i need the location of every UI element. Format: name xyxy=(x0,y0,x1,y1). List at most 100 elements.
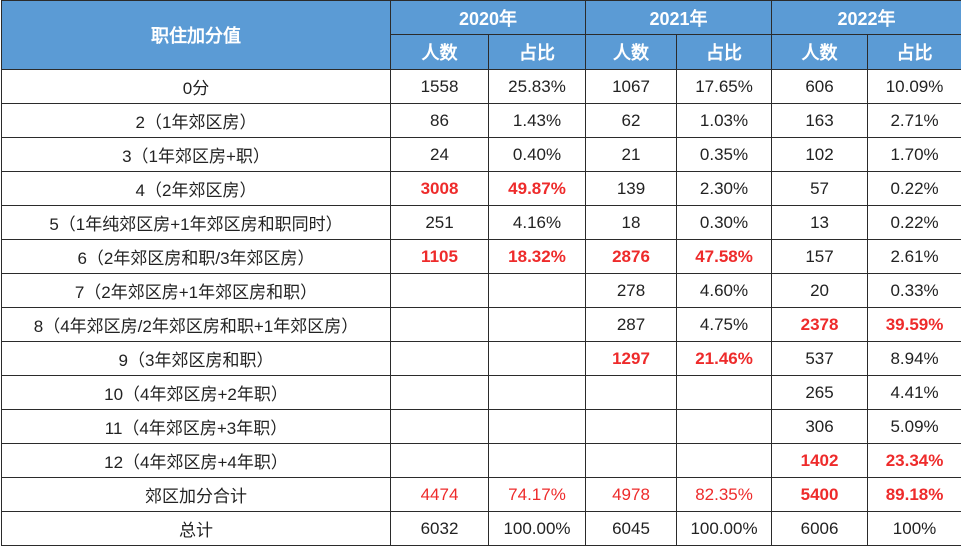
count-2021-cell: 6045 xyxy=(585,511,678,546)
count-2021-cell: 62 xyxy=(585,103,678,138)
table-row: 3（1年郊区房+职） 24 0.40% 21 0.35% 102 1.70% xyxy=(1,137,961,172)
ratio-2022-cell: 100% xyxy=(867,511,961,546)
points-table: 职住加分值 2020年 2021年 2022年 人数 占比 人数 占比 人数 占… xyxy=(1,0,961,546)
table-body: 0分 1558 25.83% 1067 17.65% 606 10.09% 2（1年郊区房） 8… xyxy=(1,69,961,546)
ratio-2020-cell: 18.32% xyxy=(487,239,587,274)
count-2021-cell xyxy=(585,375,678,410)
count-2021-cell: 278 xyxy=(585,273,678,308)
table-row: 8（4年郊区房/2年郊区房和职+1年郊区房） 287 4.75% 2378 39.59% xyxy=(1,307,961,342)
count-2022-cell: 57 xyxy=(771,171,869,206)
ratio-2021-cell xyxy=(676,409,773,444)
ratio-2020-cell: 25.83% xyxy=(487,69,587,104)
ratio-2020-cell xyxy=(487,409,587,444)
count-2022-cell: 265 xyxy=(771,375,869,410)
count-2022-cell: 606 xyxy=(771,69,869,104)
ratio-2021-cell: 2.30% xyxy=(676,171,773,206)
ratio-2021-cell xyxy=(676,443,773,478)
count-header: 人数 xyxy=(771,34,869,70)
count-2022-cell: 157 xyxy=(771,239,869,274)
corner-header: 职住加分值 xyxy=(1,0,391,70)
count-2020-cell: 1105 xyxy=(390,239,489,274)
count-2020-cell xyxy=(390,409,489,444)
ratio-2022-cell: 39.59% xyxy=(867,307,961,342)
ratio-2021-cell: 17.65% xyxy=(676,69,773,104)
ratio-2021-cell: 21.46% xyxy=(676,341,773,376)
table-row: 5（1年纯郊区房+1年郊区房和职同时） 251 4.16% 18 0.30% 13 0.22… xyxy=(1,205,961,240)
count-2020-cell: 3008 xyxy=(390,171,489,206)
table-row: 2（1年郊区房） 86 1.43% 62 1.03% 163 2.71% xyxy=(1,103,961,138)
ratio-2020-cell xyxy=(487,307,587,342)
count-2021-cell: 18 xyxy=(585,205,678,240)
table-row: 9（3年郊区房和职） 1297 21.46% 537 8.94% xyxy=(1,341,961,376)
table-header: 职住加分值 2020年 2021年 2022年 人数 占比 人数 占比 人数 占… xyxy=(1,0,961,70)
row-label: 5（1年纯郊区房+1年郊区房和职同时） xyxy=(1,205,391,240)
count-2022-cell: 1402 xyxy=(771,443,869,478)
count-2022-cell: 306 xyxy=(771,409,869,444)
table-row: 10（4年郊区房+2年职） 265 4.41% xyxy=(1,375,961,410)
count-2021-cell: 287 xyxy=(585,307,678,342)
row-label: 3（1年郊区房+职） xyxy=(1,137,391,172)
count-2020-cell xyxy=(390,375,489,410)
count-2020-cell xyxy=(390,443,489,478)
count-2020-cell xyxy=(390,307,489,342)
row-label: 7（2年郊区房+1年郊区房和职） xyxy=(1,273,391,308)
ratio-2021-cell: 100.00% xyxy=(676,511,773,546)
ratio-header: 占比 xyxy=(487,34,587,70)
ratio-2022-cell: 2.61% xyxy=(867,239,961,274)
ratio-2020-cell: 74.17% xyxy=(487,477,587,512)
count-2022-cell: 13 xyxy=(771,205,869,240)
row-label: 总计 xyxy=(1,511,391,546)
ratio-header: 占比 xyxy=(867,34,961,70)
row-label: 4（2年郊区房） xyxy=(1,171,391,206)
count-2020-cell: 6032 xyxy=(390,511,489,546)
count-2021-cell: 4978 xyxy=(585,477,678,512)
table-row: 6（2年郊区房和职/3年郊区房） 1105 18.32% 2876 47.58% 157 2… xyxy=(1,239,961,274)
ratio-2022-cell: 5.09% xyxy=(867,409,961,444)
count-header: 人数 xyxy=(390,34,489,70)
ratio-2022-cell: 2.71% xyxy=(867,103,961,138)
count-2021-cell: 2876 xyxy=(585,239,678,274)
count-2021-cell xyxy=(585,443,678,478)
ratio-2021-cell: 4.75% xyxy=(676,307,773,342)
table-row: 11（4年郊区房+3年职） 306 5.09% xyxy=(1,409,961,444)
ratio-2022-cell: 8.94% xyxy=(867,341,961,376)
row-label: 11（4年郊区房+3年职） xyxy=(1,409,391,444)
ratio-2020-cell xyxy=(487,273,587,308)
ratio-2020-cell xyxy=(487,375,587,410)
count-2020-cell xyxy=(390,341,489,376)
ratio-2022-cell: 4.41% xyxy=(867,375,961,410)
ratio-2021-cell: 0.30% xyxy=(676,205,773,240)
table-row: 0分 1558 25.83% 1067 17.65% 606 10.09% xyxy=(1,69,961,104)
count-2021-cell: 21 xyxy=(585,137,678,172)
table-row: 郊区加分合计 4474 74.17% 4978 82.35% 5400 89.18% xyxy=(1,477,961,512)
count-2021-cell: 1067 xyxy=(585,69,678,104)
table-row: 总计 6032 100.00% 6045 100.00% 6006 100% xyxy=(1,511,961,546)
ratio-2021-cell: 1.03% xyxy=(676,103,773,138)
count-2021-cell xyxy=(585,409,678,444)
ratio-2022-cell: 1.70% xyxy=(867,137,961,172)
ratio-2020-cell xyxy=(487,341,587,376)
table-row: 7（2年郊区房+1年郊区房和职） 278 4.60% 20 0.33% xyxy=(1,273,961,308)
count-2020-cell: 4474 xyxy=(390,477,489,512)
count-header: 人数 xyxy=(585,34,678,70)
year-header-2021: 2021年 xyxy=(585,0,773,35)
count-2022-cell: 20 xyxy=(771,273,869,308)
count-2022-cell: 2378 xyxy=(771,307,869,342)
ratio-2020-cell xyxy=(487,443,587,478)
row-label: 2（1年郊区房） xyxy=(1,103,391,138)
ratio-2022-cell: 89.18% xyxy=(867,477,961,512)
ratio-2021-cell: 47.58% xyxy=(676,239,773,274)
count-2020-cell: 24 xyxy=(390,137,489,172)
count-2022-cell: 6006 xyxy=(771,511,869,546)
ratio-2022-cell: 0.22% xyxy=(867,205,961,240)
ratio-2021-cell: 0.35% xyxy=(676,137,773,172)
ratio-2021-cell: 4.60% xyxy=(676,273,773,308)
ratio-2022-cell: 0.33% xyxy=(867,273,961,308)
row-label: 9（3年郊区房和职） xyxy=(1,341,391,376)
ratio-2021-cell: 82.35% xyxy=(676,477,773,512)
count-2022-cell: 102 xyxy=(771,137,869,172)
count-2022-cell: 163 xyxy=(771,103,869,138)
row-label: 12（4年郊区房+4年职） xyxy=(1,443,391,478)
ratio-2020-cell: 0.40% xyxy=(487,137,587,172)
ratio-2022-cell: 0.22% xyxy=(867,171,961,206)
